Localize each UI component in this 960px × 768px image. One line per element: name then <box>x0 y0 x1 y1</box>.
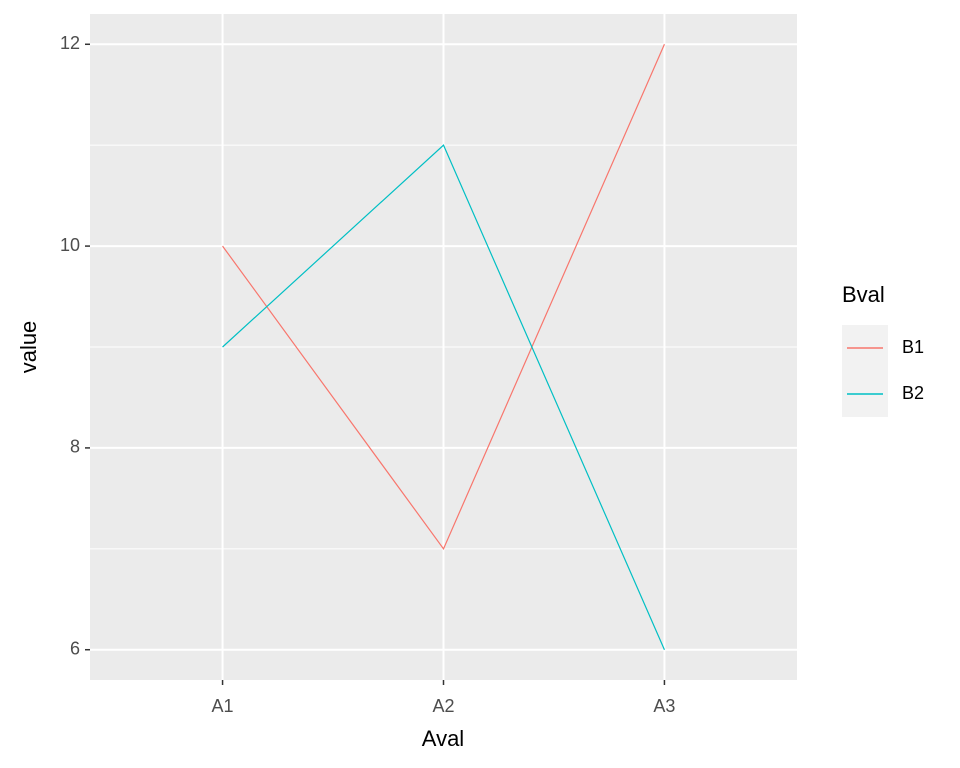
y-tick-label: 8 <box>70 437 80 457</box>
series-line <box>222 44 665 551</box>
y-axis-title: value <box>16 321 41 374</box>
y-tick-label: 10 <box>60 235 80 255</box>
legend-label: B1 <box>902 337 924 357</box>
y-tick-label: 6 <box>70 638 80 658</box>
legend-label: B2 <box>902 383 924 403</box>
x-tick-label: A3 <box>653 696 675 716</box>
x-tick-label: A2 <box>432 696 454 716</box>
legend-title: Bval <box>842 282 885 307</box>
x-axis-title: Aval <box>422 726 464 751</box>
x-tick-label: A1 <box>212 696 234 716</box>
series-line <box>222 144 665 650</box>
y-tick-label: 12 <box>60 33 80 53</box>
